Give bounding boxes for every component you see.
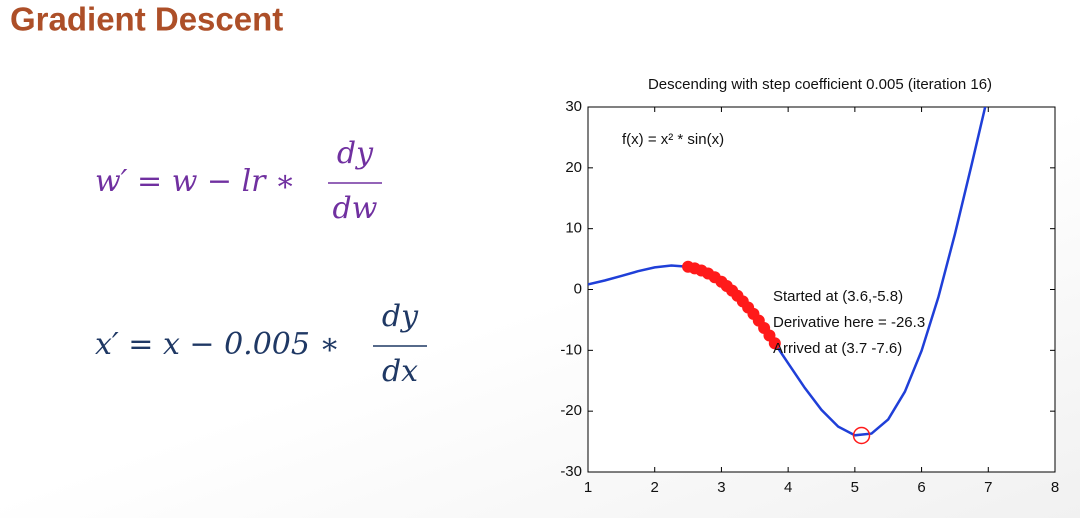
numerator: dy	[382, 299, 419, 334]
x-tick-label: 7	[984, 479, 992, 496]
y-tick-label: -30	[560, 463, 582, 480]
numerator: dy	[337, 136, 374, 171]
chart: Descending with step coefficient 0.005 (…	[560, 76, 1059, 496]
x-tick-label: 3	[717, 479, 725, 496]
annotation: Arrived at (3.7 -7.6)	[773, 340, 902, 357]
y-tick-label: 0	[574, 280, 582, 297]
formula-lhs: x′ = x − 0.005 ∗	[95, 327, 340, 362]
y-tick-label: -20	[560, 402, 582, 419]
y-tick-label: 20	[565, 159, 582, 176]
x-tick-label: 2	[651, 479, 659, 496]
y-tick-label: 30	[565, 98, 582, 115]
x-tick-label: 5	[851, 479, 859, 496]
function-curve	[588, 107, 987, 437]
y-tick-label: -10	[560, 341, 582, 358]
formula-lhs: w′ = w − lr ∗	[95, 164, 295, 199]
x-tick-label: 1	[584, 479, 592, 496]
function-label: f(x) = x² * sin(x)	[622, 131, 724, 148]
chart-title: Descending with step coefficient 0.005 (…	[648, 76, 992, 93]
annotation: Started at (3.6,-5.8)	[773, 288, 903, 305]
descent-point	[768, 337, 781, 350]
annotation: Derivative here = -26.3	[773, 314, 925, 331]
slide-title: Gradient Descent	[10, 1, 283, 38]
denominator: dx	[382, 354, 418, 389]
minimum-marker	[852, 426, 871, 445]
formulas: w′ = w − lr ∗ dy dw x′ = x − 0.005 ∗ dy dx	[95, 136, 427, 389]
denominator: dw	[333, 191, 378, 226]
y-tick-label: 10	[565, 220, 582, 237]
x-tick-label: 4	[784, 479, 792, 496]
x-tick-label: 8	[1051, 479, 1059, 496]
x-tick-label: 6	[917, 479, 925, 496]
